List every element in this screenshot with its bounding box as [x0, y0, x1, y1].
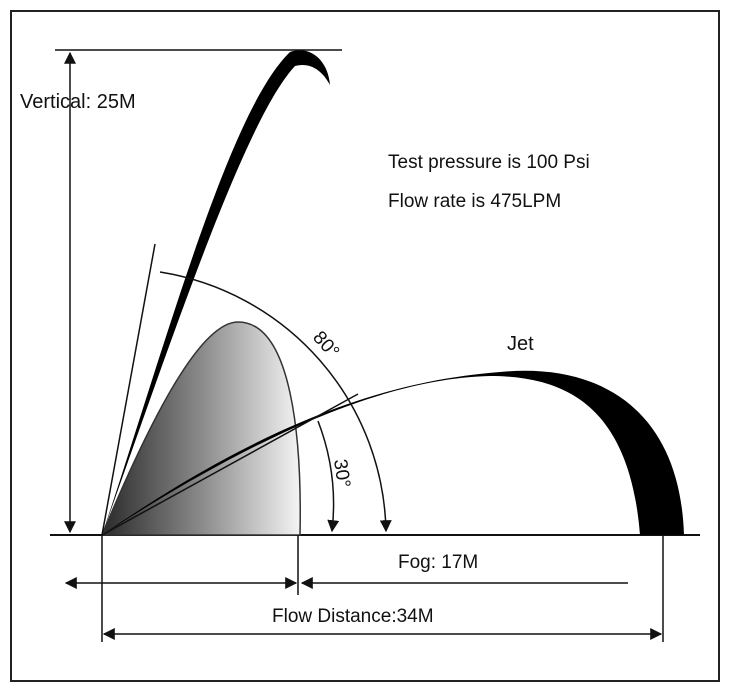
angle-80-label: 80°	[308, 327, 343, 362]
fog-label: Fog: 17M	[398, 552, 478, 573]
vertical-label: Vertical: 25M	[20, 91, 136, 113]
fog-spray-cone	[100, 321, 301, 536]
arc-30	[317, 420, 340, 533]
jet-label: Jet	[507, 333, 534, 355]
angle-30-label: 30°	[329, 458, 354, 489]
flow-distance-label: Flow Distance:34M	[272, 606, 434, 627]
guide-line-80	[101, 243, 156, 536]
flow-rate-text: Flow rate is 475LPM	[388, 191, 561, 212]
test-pressure-text: Test pressure is 100 Psi	[388, 152, 590, 173]
arc-80	[159, 271, 392, 533]
frame-border	[10, 10, 720, 682]
guide-line-30	[101, 393, 359, 536]
